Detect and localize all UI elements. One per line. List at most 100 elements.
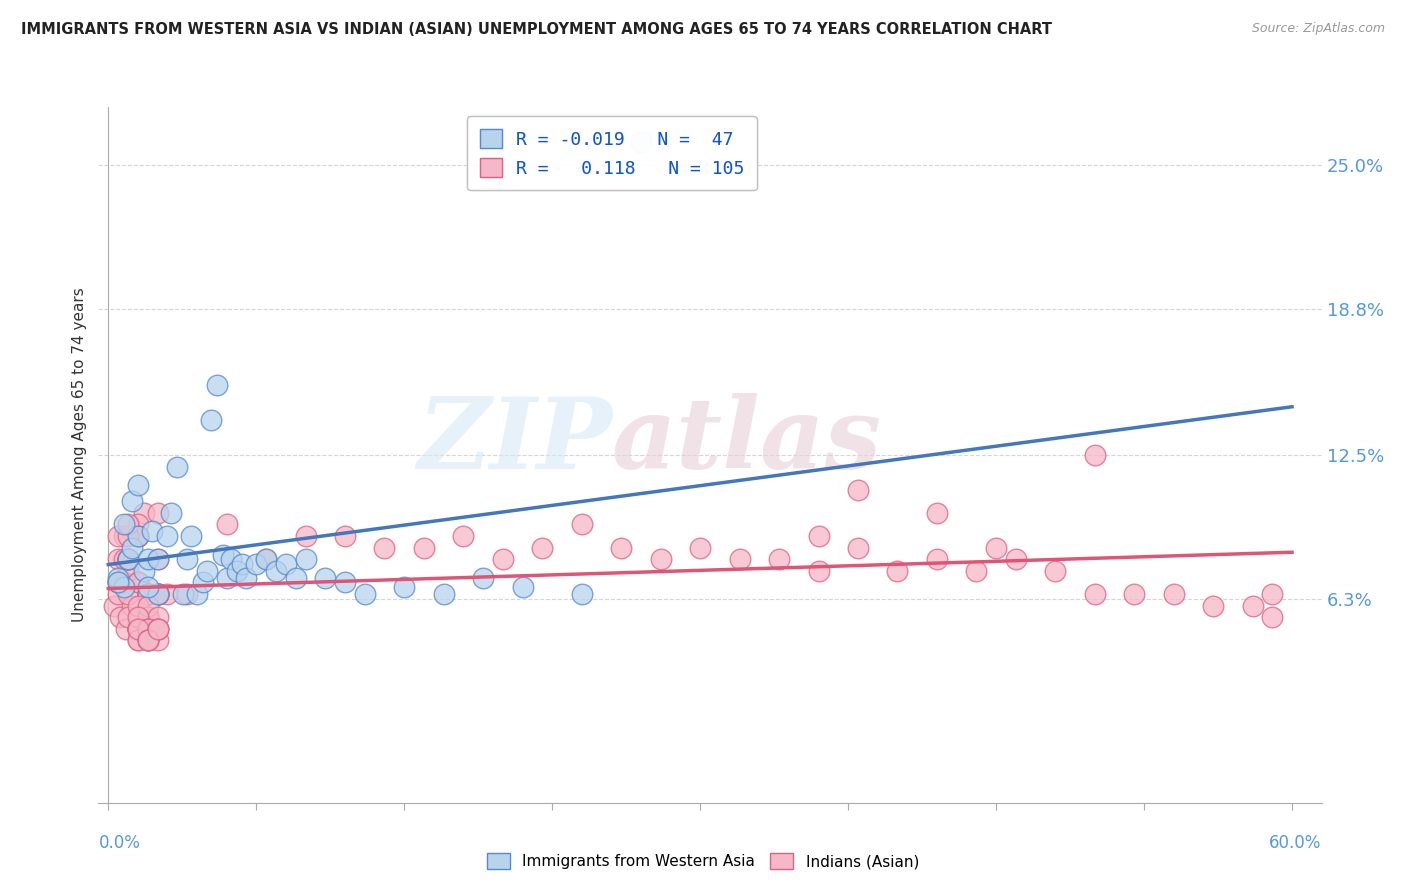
Point — [115, 622, 138, 636]
Point — [472, 571, 495, 585]
Point — [136, 587, 159, 601]
Point — [433, 587, 456, 601]
Text: IMMIGRANTS FROM WESTERN ASIA VS INDIAN (ASIAN) UNEMPLOYMENT AMONG AGES 65 TO 74 : IMMIGRANTS FROM WESTERN ASIA VS INDIAN (… — [21, 22, 1052, 37]
Point — [294, 552, 316, 566]
Point — [117, 552, 139, 566]
Point — [215, 517, 238, 532]
Point — [127, 478, 149, 492]
Point — [571, 517, 593, 532]
Point — [127, 575, 149, 590]
Point — [512, 580, 534, 594]
Point — [925, 506, 948, 520]
Text: ZIP: ZIP — [418, 392, 612, 489]
Point — [925, 552, 948, 566]
Point — [156, 529, 179, 543]
Point — [492, 552, 515, 566]
Point — [531, 541, 554, 555]
Point — [146, 587, 169, 601]
Point — [136, 610, 159, 624]
Point — [146, 622, 169, 636]
Point — [127, 517, 149, 532]
Point — [846, 541, 869, 555]
Point — [1163, 587, 1185, 601]
Point — [117, 529, 139, 543]
Point — [121, 494, 143, 508]
Point — [136, 633, 159, 648]
Point — [136, 622, 159, 636]
Point — [146, 622, 169, 636]
Point — [107, 575, 129, 590]
Point — [107, 571, 129, 585]
Point — [112, 529, 135, 543]
Point — [136, 587, 159, 601]
Point — [127, 622, 149, 636]
Point — [146, 552, 169, 566]
Point — [146, 587, 169, 601]
Point — [886, 564, 908, 578]
Point — [146, 587, 169, 601]
Point — [146, 633, 169, 648]
Point — [807, 529, 830, 543]
Point — [127, 622, 149, 636]
Point — [136, 610, 159, 624]
Point — [274, 557, 297, 571]
Point — [146, 622, 169, 636]
Point — [117, 610, 139, 624]
Point — [413, 541, 436, 555]
Point — [160, 506, 183, 520]
Point — [108, 610, 131, 624]
Point — [112, 552, 135, 566]
Point — [121, 541, 143, 555]
Point — [1261, 610, 1284, 624]
Point — [245, 557, 267, 571]
Point — [146, 587, 169, 601]
Point — [768, 552, 790, 566]
Point — [136, 587, 159, 601]
Point — [127, 529, 149, 543]
Point — [200, 413, 222, 427]
Point — [127, 575, 149, 590]
Point — [146, 587, 169, 601]
Point — [984, 541, 1007, 555]
Point — [127, 529, 149, 543]
Point — [136, 587, 159, 601]
Point — [392, 580, 416, 594]
Point — [176, 552, 198, 566]
Point — [353, 587, 375, 601]
Point — [333, 529, 356, 543]
Point — [571, 587, 593, 601]
Point — [215, 571, 238, 585]
Point — [107, 575, 129, 590]
Point — [127, 529, 149, 543]
Point — [136, 599, 159, 613]
Point — [807, 564, 830, 578]
Text: atlas: atlas — [612, 392, 882, 489]
Point — [176, 587, 198, 601]
Point — [127, 622, 149, 636]
Point — [225, 564, 247, 578]
Point — [146, 587, 169, 601]
Point — [107, 575, 129, 590]
Point — [136, 633, 159, 648]
Point — [141, 524, 163, 539]
Point — [136, 587, 159, 601]
Point — [1241, 599, 1264, 613]
Point — [107, 552, 129, 566]
Point — [195, 564, 218, 578]
Point — [333, 575, 356, 590]
Point — [156, 587, 179, 601]
Point — [146, 610, 169, 624]
Point — [728, 552, 751, 566]
Point — [136, 610, 159, 624]
Point — [1123, 587, 1146, 601]
Point — [630, 135, 652, 149]
Point — [1004, 552, 1026, 566]
Point — [127, 529, 149, 543]
Point — [166, 459, 188, 474]
Point — [1084, 448, 1107, 462]
Point — [373, 541, 395, 555]
Point — [117, 552, 139, 566]
Point — [219, 552, 242, 566]
Point — [650, 552, 672, 566]
Point — [231, 557, 253, 571]
